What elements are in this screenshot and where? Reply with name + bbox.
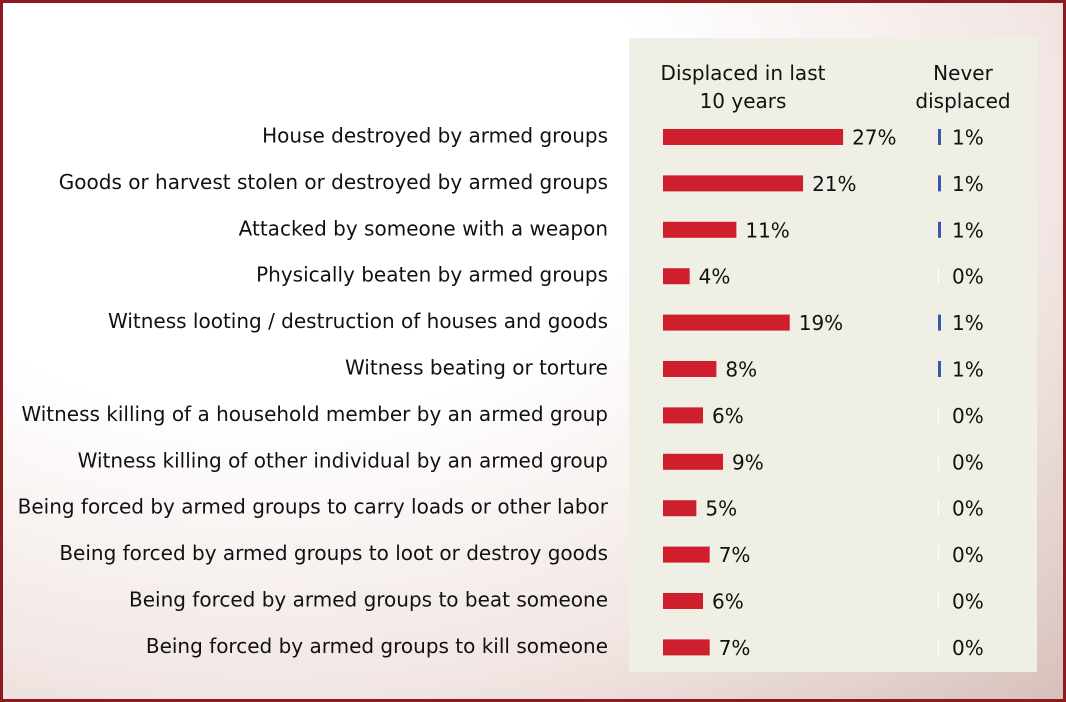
bar (938, 407, 939, 424)
value-label: 7% (719, 543, 751, 567)
bar (938, 361, 941, 377)
bar (938, 593, 939, 609)
bar (938, 221, 941, 238)
category-label: Physically beaten by armed groups (256, 263, 608, 287)
category-label: Being forced by armed groups to carry lo… (18, 495, 609, 519)
bar (663, 268, 690, 285)
value-label: 0% (952, 265, 984, 289)
value-label: 1% (952, 311, 984, 335)
value-label: 0% (952, 497, 984, 521)
bar (938, 639, 939, 656)
value-label: 1% (952, 358, 984, 382)
bar (663, 221, 737, 238)
value-label: 1% (952, 172, 984, 196)
value-label: 8% (725, 358, 757, 382)
value-label: 6% (712, 590, 744, 614)
bar (663, 639, 710, 656)
value-label: 6% (712, 404, 744, 428)
value-label: 0% (952, 590, 984, 614)
category-label: Goods or harvest stolen or destroyed by … (59, 170, 608, 194)
bar (938, 314, 941, 331)
value-label: 0% (952, 450, 984, 474)
value-label: 0% (952, 543, 984, 567)
bar (938, 500, 939, 517)
bar (663, 361, 717, 377)
bar (938, 546, 939, 563)
category-label: Witness looting / destruction of houses … (108, 309, 608, 333)
bar (663, 314, 790, 331)
category-label: Being forced by armed groups to kill som… (146, 634, 608, 658)
value-label: 4% (699, 265, 731, 289)
bar (663, 546, 710, 563)
value-label: 7% (719, 636, 751, 660)
category-label: Attacked by someone with a weapon (239, 216, 608, 240)
value-label: 1% (952, 218, 984, 242)
column-header: Never displaced (915, 61, 1011, 113)
value-label: 11% (745, 218, 789, 242)
value-label: 9% (732, 450, 764, 474)
category-label: Witness beating or torture (345, 356, 608, 380)
bar (663, 453, 724, 470)
category-label: Being forced by armed groups to beat som… (129, 588, 608, 612)
bar (938, 453, 939, 470)
category-label: Being forced by armed groups to loot or … (59, 541, 608, 565)
value-label: 19% (799, 311, 843, 335)
value-label: 0% (952, 636, 984, 660)
value-label: 5% (705, 497, 737, 521)
bar (938, 268, 939, 285)
column-header: Displaced in last 10 years (660, 61, 826, 113)
category-label: House destroyed by armed groups (262, 124, 608, 148)
bar (663, 593, 704, 609)
plot: House destroyed by armed groups 27% 1% Good… (18, 124, 984, 660)
bar (663, 129, 844, 145)
bar (663, 500, 697, 517)
bar (663, 175, 804, 192)
bar (938, 129, 941, 145)
bar (663, 407, 704, 424)
value-label: 21% (812, 172, 856, 196)
bar (938, 175, 941, 192)
value-label: 1% (952, 126, 984, 150)
category-label: Witness killing of a household member by… (21, 402, 608, 426)
value-label: 0% (952, 404, 984, 428)
category-label: Witness killing of other individual by a… (78, 448, 608, 472)
value-label: 27% (852, 126, 896, 150)
